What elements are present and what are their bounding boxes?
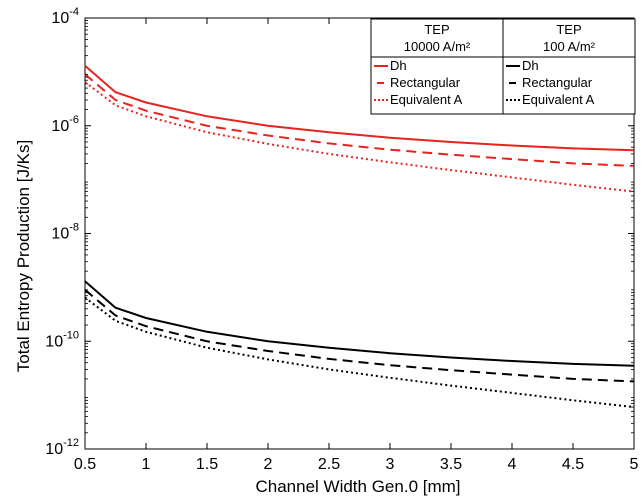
x-axis-label: Channel Width Gen.0 [mm] — [255, 477, 460, 496]
x-tick-label: 4 — [508, 456, 517, 473]
legend-entry: Dh — [522, 58, 539, 73]
x-tick-label: 2 — [264, 456, 273, 473]
series-line-100-rectangular — [84, 289, 635, 383]
series-line-10000-rectangular — [84, 73, 635, 167]
y-tick-label: 10-4 — [51, 6, 79, 27]
x-tick-label: 0.5 — [74, 456, 96, 473]
x-tick-label: 3 — [386, 456, 395, 473]
legend-subheader: 100 A/m² — [543, 39, 596, 54]
y-tick-label: 10-10 — [45, 329, 79, 350]
y-tick-label: 10-12 — [45, 437, 79, 458]
x-tick-label: 1.5 — [196, 456, 218, 473]
legend-entry: Rectangular — [390, 75, 461, 90]
series-line-10000-dh — [84, 64, 635, 152]
y-tick-label: 10-6 — [51, 114, 79, 135]
legend: TEP 10000 A/m² Dh Rectangular Equivalent A TE… — [370, 18, 636, 115]
legend-entry: Rectangular — [522, 75, 593, 90]
legend-entry: Equivalent A — [522, 92, 595, 107]
legend-subheader: 10000 A/m² — [404, 39, 471, 54]
legend-entry: Dh — [390, 58, 407, 73]
legend-header: TEP — [556, 22, 581, 37]
series-line-100-equivalent-a — [84, 296, 635, 409]
x-tick-label: 5 — [630, 456, 639, 473]
y-axis-label: Total Entropy Production [J/Ks] — [14, 140, 33, 372]
x-tick-label: 3.5 — [440, 456, 462, 473]
x-tick-label: 2.5 — [318, 456, 340, 473]
legend-header: TEP — [424, 22, 449, 37]
series-line-100-dh — [84, 280, 635, 367]
legend-entry: Equivalent A — [390, 92, 463, 107]
x-tick-label: 1 — [142, 456, 151, 473]
y-tick-label: 10-8 — [51, 222, 79, 243]
x-tick-label: 4.5 — [562, 456, 584, 473]
series-lines — [84, 64, 635, 409]
